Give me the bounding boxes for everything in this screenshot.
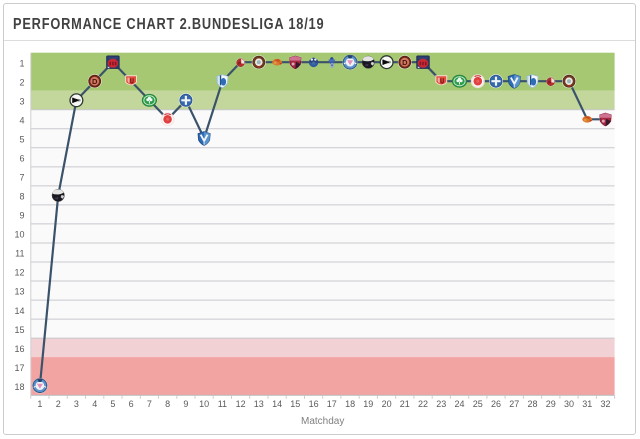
svg-text:5: 5 bbox=[19, 135, 24, 145]
svg-text:9: 9 bbox=[183, 399, 188, 409]
svg-text:14: 14 bbox=[14, 306, 24, 316]
svg-text:19: 19 bbox=[363, 399, 373, 409]
svg-text:13: 13 bbox=[14, 287, 24, 297]
svg-text:8: 8 bbox=[165, 399, 170, 409]
svg-text:14: 14 bbox=[272, 399, 282, 409]
svg-text:15: 15 bbox=[290, 399, 300, 409]
svg-text:6: 6 bbox=[129, 399, 134, 409]
svg-text:4: 4 bbox=[19, 116, 24, 126]
svg-text:31: 31 bbox=[582, 399, 592, 409]
svg-text:7: 7 bbox=[19, 173, 24, 183]
svg-text:17: 17 bbox=[14, 363, 24, 373]
svg-text:11: 11 bbox=[218, 399, 227, 409]
svg-text:11: 11 bbox=[15, 249, 24, 259]
svg-text:1: 1 bbox=[37, 399, 42, 409]
svg-text:27: 27 bbox=[509, 399, 519, 409]
svg-text:13: 13 bbox=[254, 399, 264, 409]
svg-text:30: 30 bbox=[564, 399, 574, 409]
svg-text:Matchday: Matchday bbox=[301, 416, 344, 427]
svg-text:21: 21 bbox=[400, 399, 410, 409]
svg-text:2: 2 bbox=[56, 399, 61, 409]
svg-text:28: 28 bbox=[527, 399, 537, 409]
svg-text:2: 2 bbox=[19, 77, 24, 87]
svg-text:3: 3 bbox=[19, 97, 24, 107]
svg-text:15: 15 bbox=[14, 325, 24, 335]
svg-text:16: 16 bbox=[309, 399, 319, 409]
svg-text:32: 32 bbox=[600, 399, 610, 409]
svg-text:12: 12 bbox=[236, 399, 246, 409]
svg-text:24: 24 bbox=[454, 399, 464, 409]
svg-text:29: 29 bbox=[546, 399, 556, 409]
svg-text:4: 4 bbox=[92, 399, 97, 409]
svg-text:26: 26 bbox=[491, 399, 501, 409]
svg-text:23: 23 bbox=[436, 399, 446, 409]
svg-text:16: 16 bbox=[14, 344, 24, 354]
svg-text:17: 17 bbox=[327, 399, 337, 409]
svg-text:22: 22 bbox=[418, 399, 428, 409]
svg-text:3: 3 bbox=[74, 399, 79, 409]
svg-text:20: 20 bbox=[382, 399, 392, 409]
svg-text:6: 6 bbox=[19, 154, 24, 164]
svg-text:12: 12 bbox=[14, 268, 24, 278]
svg-text:10: 10 bbox=[199, 399, 209, 409]
svg-text:9: 9 bbox=[19, 211, 24, 221]
svg-text:10: 10 bbox=[14, 230, 24, 240]
svg-text:18: 18 bbox=[345, 399, 355, 409]
svg-text:7: 7 bbox=[147, 399, 152, 409]
svg-text:8: 8 bbox=[19, 192, 24, 202]
svg-text:1: 1 bbox=[19, 58, 24, 68]
svg-text:25: 25 bbox=[473, 399, 483, 409]
svg-text:5: 5 bbox=[110, 399, 115, 409]
svg-text:18: 18 bbox=[14, 382, 24, 392]
